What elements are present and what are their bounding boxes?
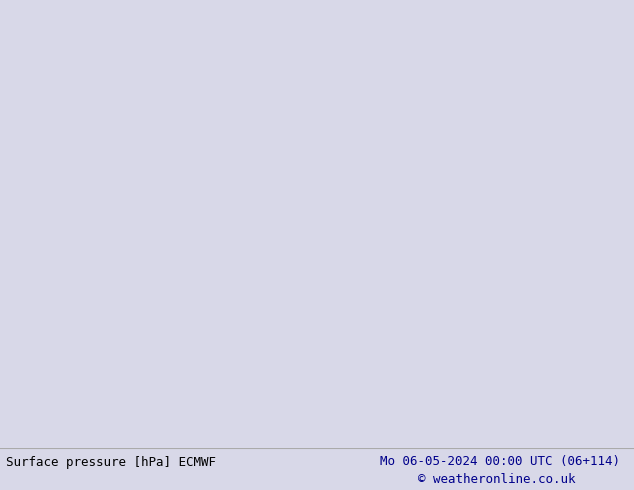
Text: © weatheronline.co.uk: © weatheronline.co.uk bbox=[418, 473, 576, 486]
Text: Surface pressure [hPa] ECMWF: Surface pressure [hPa] ECMWF bbox=[6, 456, 216, 469]
Text: Mo 06-05-2024 00:00 UTC (06+114): Mo 06-05-2024 00:00 UTC (06+114) bbox=[380, 455, 621, 468]
